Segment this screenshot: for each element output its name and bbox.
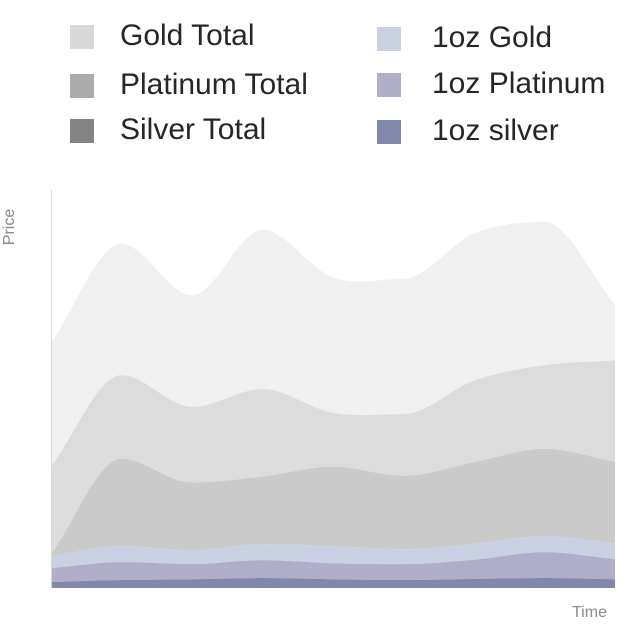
area-1oz-silver <box>51 578 615 588</box>
legend-swatch-1oz-gold <box>377 27 401 51</box>
legend: Gold Total Platinum Total Silver Total 1… <box>0 0 638 170</box>
y-axis-label: Price <box>1 208 19 246</box>
area-1oz-gold <box>51 536 615 569</box>
legend-label-1oz-gold: 1oz Gold <box>432 21 553 54</box>
x-axis-label: Time <box>572 604 607 621</box>
legend-swatch-1oz-silver <box>377 120 401 144</box>
legend-swatch-1oz-platinum <box>377 73 401 97</box>
legend-swatch-silver-total <box>70 119 94 143</box>
legend-swatch-gold-total <box>70 25 94 49</box>
legend-swatch-platinum-total <box>70 74 94 98</box>
legend-label-1oz-platinum: 1oz Platinum <box>432 67 606 100</box>
area-gold-total <box>51 221 615 467</box>
legend-label-silver-total: Silver Total <box>120 113 267 146</box>
area-1oz-platinum <box>51 552 615 583</box>
area-series-group <box>51 221 615 588</box>
legend-label-platinum-total: Platinum Total <box>120 68 308 101</box>
area-silver-total <box>51 448 615 557</box>
legend-label-1oz-silver: 1oz silver <box>432 114 559 147</box>
area-platinum-total <box>51 360 615 555</box>
legend-label-gold-total: Gold Total <box>120 19 255 52</box>
